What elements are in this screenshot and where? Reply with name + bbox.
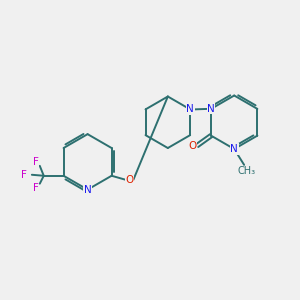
Text: N: N: [186, 104, 194, 114]
Text: N: N: [207, 104, 215, 114]
Text: F: F: [33, 157, 39, 167]
Text: O: O: [125, 175, 134, 185]
Text: N: N: [84, 184, 92, 195]
Text: F: F: [33, 183, 39, 193]
Text: N: N: [230, 144, 238, 154]
Text: O: O: [188, 140, 196, 151]
Text: F: F: [21, 170, 27, 180]
Text: CH₃: CH₃: [237, 166, 255, 176]
